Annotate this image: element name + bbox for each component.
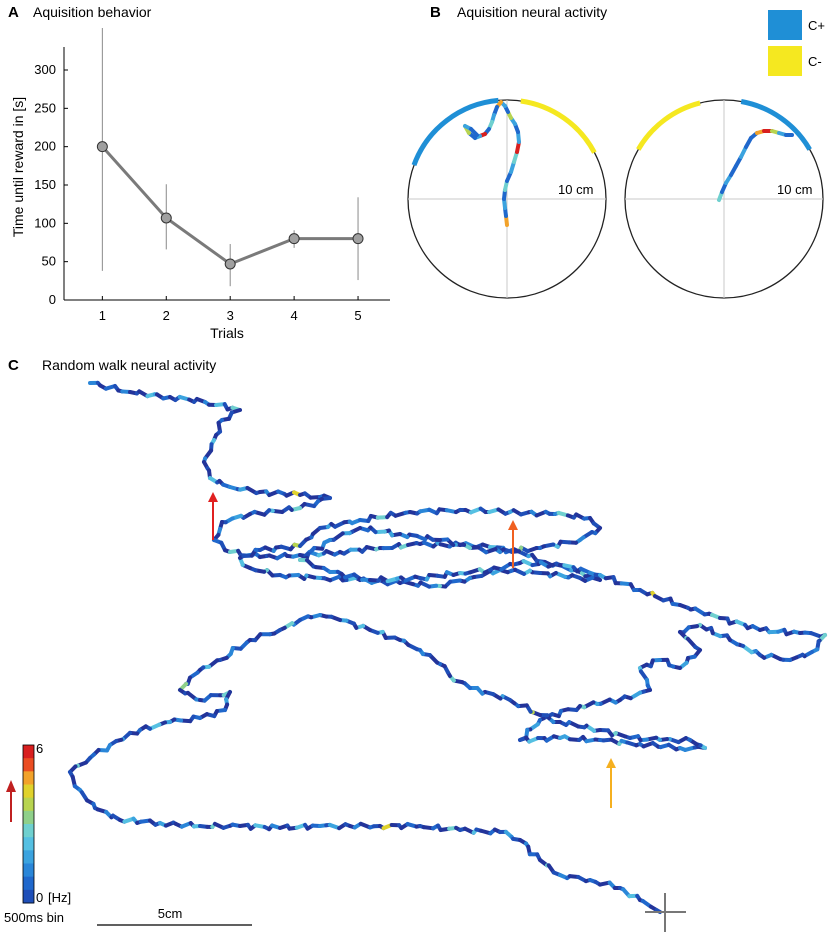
legend-cminus-swatch (768, 46, 802, 76)
colorbar-level (23, 797, 34, 812)
panel-a-ytick-label: 150 (34, 177, 56, 192)
panel-a-ytick-label: 250 (34, 100, 56, 115)
panel-c-letter: C (8, 357, 19, 374)
panel-a-letter: A (8, 4, 19, 21)
activity-arrow (606, 758, 616, 808)
colorbar-max-label: 6 (36, 741, 43, 756)
panel-a-point (160, 212, 172, 224)
arena-right: 10 cm (624, 99, 824, 299)
arena-right-scale-label: 10 cm (777, 182, 812, 197)
activity-arrow (208, 492, 218, 540)
colorbar-min-label: 0 (36, 890, 43, 905)
panel-a-xtick-label: 5 (354, 308, 361, 323)
colorbar-level (23, 837, 34, 851)
colorbar-level (23, 863, 34, 878)
panel-a-ytick-label: 200 (34, 139, 56, 154)
panel-b-letter: B (430, 4, 441, 21)
colorbar-level (23, 876, 34, 891)
legend-cminus-label: C- (808, 54, 822, 69)
panel-a-chart: 0 50 100 150 200 250 300 1 2 3 4 5 Trials Time unt… (10, 28, 390, 341)
panel-a-point (288, 233, 300, 245)
panel-a-xtick-label: 3 (227, 308, 234, 323)
colorbar-level (23, 745, 34, 759)
arena-left-scale-label: 10 cm (558, 182, 593, 197)
colorbar-level (23, 758, 34, 772)
colorbar (22, 744, 35, 904)
colorbar-level (23, 784, 34, 799)
colorbar-arrow (6, 780, 16, 822)
panel-c-title: Random walk neural activity (42, 357, 216, 373)
arena-left: 10 cm (407, 97, 607, 299)
colorbar-level (23, 771, 34, 785)
arena-right-cminus-arc (636, 100, 701, 151)
colorbar-level (23, 824, 34, 838)
arena-left-cminus-arc (520, 98, 597, 154)
panel-a-point (224, 258, 236, 270)
panel-a-ytick-label: 100 (34, 215, 56, 230)
panel-a-xtick-label: 1 (99, 308, 106, 323)
colorbar-level (23, 889, 34, 904)
legend-cplus-label: C+ (808, 18, 825, 33)
panel-a-point (352, 233, 364, 245)
activity-arrow (508, 520, 518, 568)
panel-a-point (96, 141, 108, 153)
scale-bar-label: 5cm (158, 906, 183, 921)
colorbar-level (23, 850, 34, 864)
colorbar-bin-label: 500ms bin (4, 910, 64, 925)
panel-a-xtick-label: 4 (291, 308, 298, 323)
panel-a-title: Aquisition behavior (33, 4, 152, 20)
arena-right-cplus-arc (740, 99, 812, 151)
panel-b-legend: C+ C- (768, 10, 825, 76)
colorbar-frame (22, 744, 35, 904)
legend-cplus-swatch (768, 10, 802, 40)
panel-a-ytick-label: 300 (34, 62, 56, 77)
panel-b-title: Aquisition neural activity (457, 4, 607, 20)
panel-a-ytick-label: 0 (49, 292, 56, 307)
random-walk-track (68, 380, 827, 914)
panel-a-xtick-label: 2 (163, 308, 170, 323)
panel-a-ytick-label: 50 (42, 254, 56, 269)
walk-end-crosshair (645, 893, 686, 932)
panel-a-y-label: Time until reward in [s] (10, 97, 26, 237)
colorbar-level (23, 810, 34, 825)
arena-left-cplus-arc (411, 97, 499, 166)
arena-track-segment (469, 127, 479, 137)
panel-a-x-label: Trials (210, 325, 244, 341)
colorbar-unit-label: [Hz] (48, 890, 71, 905)
